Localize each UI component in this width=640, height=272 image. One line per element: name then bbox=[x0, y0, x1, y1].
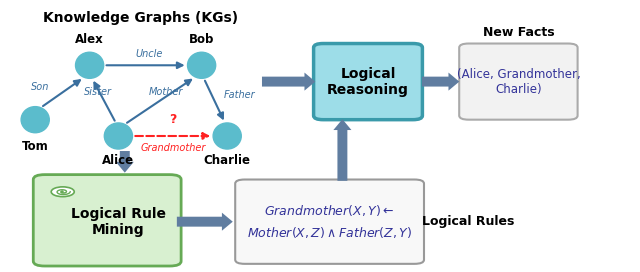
Text: Tom: Tom bbox=[22, 140, 49, 153]
FancyBboxPatch shape bbox=[314, 44, 422, 120]
Circle shape bbox=[51, 187, 74, 197]
Text: Knowledge Graphs (KGs): Knowledge Graphs (KGs) bbox=[44, 11, 238, 25]
Text: (Alice, Grandmother,
Charlie): (Alice, Grandmother, Charlie) bbox=[456, 68, 580, 95]
Text: Alex: Alex bbox=[76, 33, 104, 46]
Text: Logical Rules: Logical Rules bbox=[422, 215, 515, 228]
Text: Son: Son bbox=[31, 82, 49, 92]
Text: Bob: Bob bbox=[189, 33, 214, 46]
Text: New Facts: New Facts bbox=[483, 26, 554, 39]
Ellipse shape bbox=[76, 52, 104, 78]
Text: Mother: Mother bbox=[149, 88, 184, 97]
Ellipse shape bbox=[21, 107, 49, 133]
Text: Logical Rule
Mining: Logical Rule Mining bbox=[71, 206, 166, 237]
Text: Charlie: Charlie bbox=[204, 154, 251, 167]
Text: $\mathit{Grandmother}(X,Y) \leftarrow$
$\mathit{Mother}(X,Z) \wedge \mathit{Fath: $\mathit{Grandmother}(X,Y) \leftarrow$ $… bbox=[247, 203, 412, 240]
Text: Sister: Sister bbox=[84, 88, 111, 97]
Text: Uncle: Uncle bbox=[135, 50, 163, 59]
Ellipse shape bbox=[213, 123, 241, 149]
Text: Alice: Alice bbox=[102, 154, 134, 167]
Text: Logical
Reasoning: Logical Reasoning bbox=[327, 66, 409, 97]
Text: ?: ? bbox=[169, 113, 177, 126]
FancyBboxPatch shape bbox=[33, 175, 181, 266]
Ellipse shape bbox=[188, 52, 216, 78]
Text: Grandmother: Grandmother bbox=[140, 143, 205, 153]
FancyBboxPatch shape bbox=[460, 44, 578, 120]
Text: Father: Father bbox=[224, 90, 256, 100]
Ellipse shape bbox=[104, 123, 132, 149]
FancyBboxPatch shape bbox=[236, 180, 424, 264]
